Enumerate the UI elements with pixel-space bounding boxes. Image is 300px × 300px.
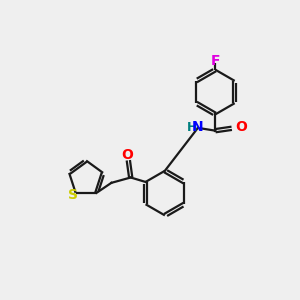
Text: H: H: [187, 121, 198, 134]
Text: N: N: [192, 120, 203, 134]
Text: O: O: [235, 120, 247, 134]
Text: F: F: [211, 54, 220, 68]
Text: O: O: [121, 148, 133, 162]
Text: S: S: [68, 188, 78, 202]
